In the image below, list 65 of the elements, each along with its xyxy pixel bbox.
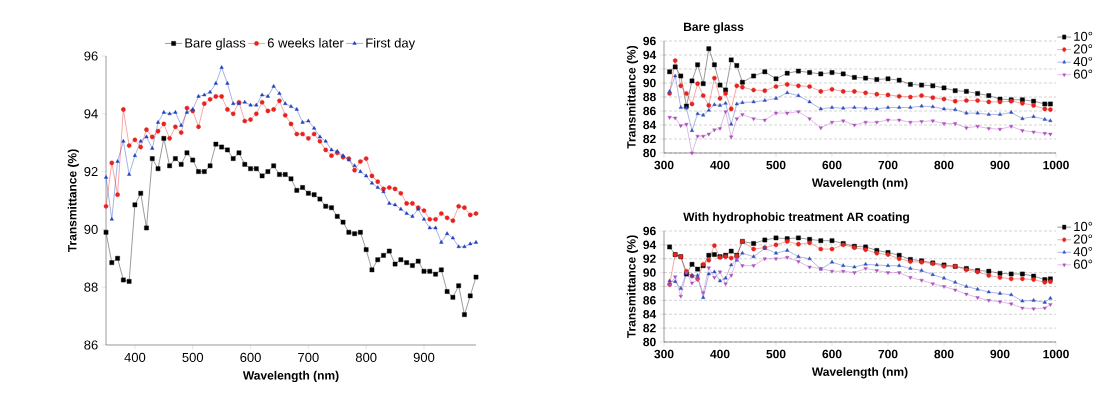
x-tick-label: 600 [240,352,261,362]
legend-label: 40° [1073,247,1093,257]
x-tick-label: 800 [355,352,377,362]
legend-label: 20° [1073,234,1093,244]
y-axis-title: Transmittance (%) [626,235,638,339]
y-tick-label: 84 [643,309,657,319]
x-tick-label: 900 [990,349,1010,359]
x-tick-label: 400 [710,349,730,359]
y-axis-title: Transmittance (%) [626,45,638,149]
x-tick-label: 500 [182,352,204,362]
y-tick-label: 96 [643,226,656,236]
y-tick-label: 92 [643,254,656,263]
legend-label: 20° [1073,44,1093,54]
legend-label: First day [366,37,416,51]
chart-title: Bare glass [684,22,744,34]
x-tick-label: 400 [710,160,730,170]
x-tick-label: 600 [822,349,842,359]
x-tick-label: 800 [934,160,954,170]
y-tick-label: 88 [643,282,656,291]
y-tick-label: 82 [643,323,656,333]
y-tick-label: 86 [643,106,656,116]
x-tick-label: 400 [124,352,146,362]
legend-label: 60° [1073,259,1093,269]
y-tick-label: 96 [643,36,656,46]
y-tick-label: 86 [643,296,656,305]
x-tick-label: 800 [934,349,954,359]
y-tick-label: 94 [643,240,657,250]
y-tick-label: 80 [643,148,656,158]
y-tick-label: 94 [643,50,657,60]
y-tick-label: 86 [84,340,98,350]
x-tick-label: 1000 [1043,160,1069,170]
y-tick-label: 82 [643,134,656,144]
y-tick-label: 90 [84,224,98,234]
x-tick-label: 1000 [1043,349,1069,359]
y-tick-label: 96 [84,51,98,61]
x-tick-label: 300 [654,160,674,170]
y-tick-label: 84 [643,120,657,130]
x-tick-label: 700 [878,349,898,359]
x-tick-label: 500 [766,160,786,170]
y-tick-label: 94 [84,109,98,119]
x-axis-title: Wavelength (nm) [811,178,908,190]
y-tick-label: 92 [84,166,98,177]
y-tick-label: 88 [84,282,98,292]
legend-label: 60° [1073,69,1093,79]
legend-label: 40° [1073,56,1093,67]
legend-label: Bare glass [185,37,246,51]
x-tick-label: 700 [298,352,319,362]
x-tick-label: 700 [878,160,898,170]
x-tick-label: 600 [822,160,842,170]
x-tick-label: 300 [654,349,674,359]
y-tick-label: 90 [643,78,656,88]
x-axis-title: Wavelength (nm) [811,367,908,379]
y-tick-label: 90 [643,268,656,277]
legend-label: 6 weeks later [267,37,344,48]
y-axis-title: Transmittance (%) [67,149,79,253]
legend-label: 10° [1074,31,1093,41]
x-tick-label: 900 [413,352,435,362]
x-tick-label: 900 [990,160,1010,170]
legend-label: 10° [1074,221,1093,232]
x-tick-label: 500 [766,349,786,359]
y-tick-label: 92 [643,64,656,74]
x-axis-title: Wavelength (nm) [242,370,339,383]
y-tick-label: 80 [643,337,656,347]
y-tick-label: 88 [643,92,656,102]
chart-title: With hydrophobic treatment AR coating [683,212,909,224]
